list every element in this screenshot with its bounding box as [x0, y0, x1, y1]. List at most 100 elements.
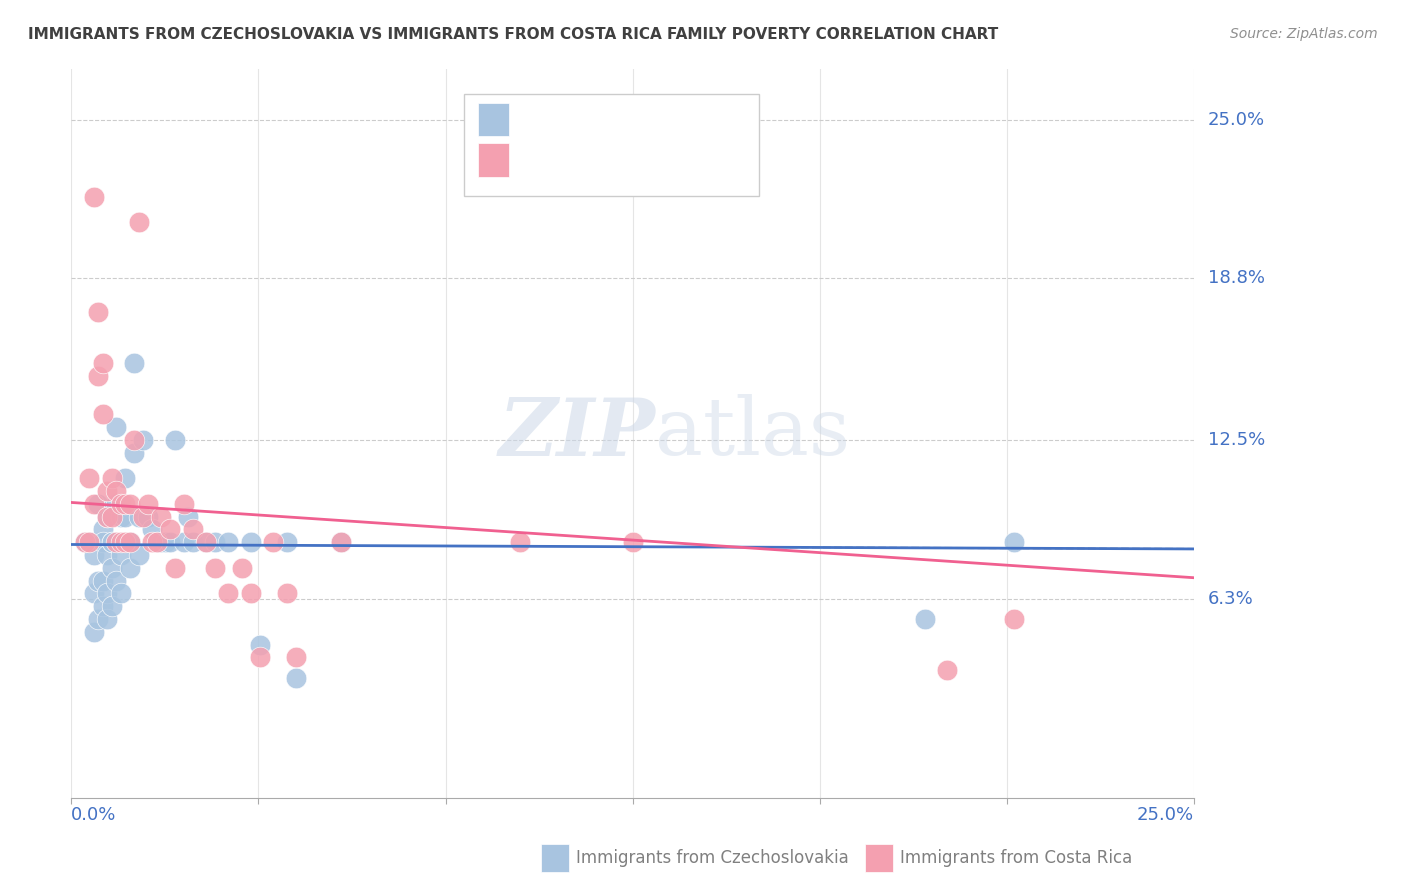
Point	[284, 650, 307, 665]
Point	[132, 509, 155, 524]
Point	[181, 523, 204, 537]
Text: Immigrants from Costa Rica: Immigrants from Costa Rica	[900, 849, 1132, 867]
Point	[509, 535, 531, 549]
Point	[83, 189, 105, 203]
Point	[173, 535, 195, 549]
Text: 18.8%: 18.8%	[1208, 269, 1264, 287]
Point	[155, 535, 177, 549]
Point	[141, 523, 163, 537]
Point	[83, 624, 105, 639]
Point	[118, 561, 141, 575]
Text: Immigrants from Czechoslovakia: Immigrants from Czechoslovakia	[576, 849, 849, 867]
Point	[914, 612, 936, 626]
Point	[96, 509, 118, 524]
Point	[177, 509, 200, 524]
Point	[100, 535, 122, 549]
Point	[96, 483, 118, 498]
Point	[110, 548, 132, 562]
Point	[118, 497, 141, 511]
Point	[77, 535, 100, 549]
Point	[100, 535, 122, 549]
Point	[204, 535, 226, 549]
Text: Source: ZipAtlas.com: Source: ZipAtlas.com	[1230, 27, 1378, 41]
Point	[118, 535, 141, 549]
Point	[105, 420, 128, 434]
Point	[173, 497, 195, 511]
Point	[141, 535, 163, 549]
Point	[100, 471, 122, 485]
Point	[87, 574, 110, 588]
Point	[91, 523, 114, 537]
Point	[96, 509, 118, 524]
Point	[105, 574, 128, 588]
Text: IMMIGRANTS FROM CZECHOSLOVAKIA VS IMMIGRANTS FROM COSTA RICA FAMILY POVERTY CORR: IMMIGRANTS FROM CZECHOSLOVAKIA VS IMMIGR…	[28, 27, 998, 42]
Point	[77, 535, 100, 549]
Point	[73, 535, 96, 549]
Point	[195, 535, 218, 549]
Point	[329, 535, 352, 549]
Point	[87, 305, 110, 319]
Point	[217, 535, 239, 549]
Point	[329, 535, 352, 549]
Point	[128, 509, 150, 524]
Point	[91, 407, 114, 421]
Text: 0.0%: 0.0%	[72, 806, 117, 824]
Point	[83, 548, 105, 562]
Point	[145, 535, 167, 549]
Point	[239, 586, 262, 600]
Point	[136, 497, 159, 511]
Point	[195, 535, 218, 549]
Point	[73, 535, 96, 549]
Text: 55: 55	[661, 112, 682, 129]
Text: 12.5%: 12.5%	[1208, 431, 1265, 449]
Point	[87, 368, 110, 383]
Point	[936, 663, 959, 677]
Point	[122, 433, 145, 447]
Point	[91, 535, 114, 549]
Point	[181, 535, 204, 549]
Point	[91, 574, 114, 588]
Point	[122, 356, 145, 370]
Text: R =: R =	[520, 112, 557, 129]
Text: atlas: atlas	[655, 394, 851, 473]
Point	[114, 535, 136, 549]
Point	[276, 535, 298, 549]
Point	[83, 586, 105, 600]
Point	[128, 215, 150, 229]
Point	[136, 509, 159, 524]
Text: 25.0%: 25.0%	[1137, 806, 1194, 824]
Point	[231, 561, 253, 575]
Point	[163, 561, 186, 575]
Text: -0.140: -0.140	[548, 152, 602, 169]
Point	[105, 535, 128, 549]
Point	[105, 483, 128, 498]
Point	[122, 445, 145, 459]
Point	[217, 586, 239, 600]
Point	[87, 497, 110, 511]
Point	[262, 535, 284, 549]
Point	[110, 586, 132, 600]
Point	[96, 612, 118, 626]
Point	[100, 599, 122, 614]
Text: 25.0%: 25.0%	[1208, 111, 1265, 128]
Point	[1004, 535, 1026, 549]
Text: 46: 46	[661, 152, 682, 169]
Point	[77, 471, 100, 485]
Point	[105, 497, 128, 511]
Point	[83, 497, 105, 511]
Point	[96, 548, 118, 562]
Point	[150, 535, 173, 549]
Text: R =: R =	[520, 152, 557, 169]
Point	[150, 509, 173, 524]
Point	[110, 535, 132, 549]
Point	[621, 535, 644, 549]
Point	[91, 599, 114, 614]
Point	[284, 671, 307, 685]
Text: -0.012: -0.012	[548, 112, 602, 129]
Point	[114, 497, 136, 511]
Point	[114, 509, 136, 524]
Point	[276, 586, 298, 600]
Point	[96, 586, 118, 600]
Point	[1004, 612, 1026, 626]
Text: N =: N =	[633, 112, 669, 129]
